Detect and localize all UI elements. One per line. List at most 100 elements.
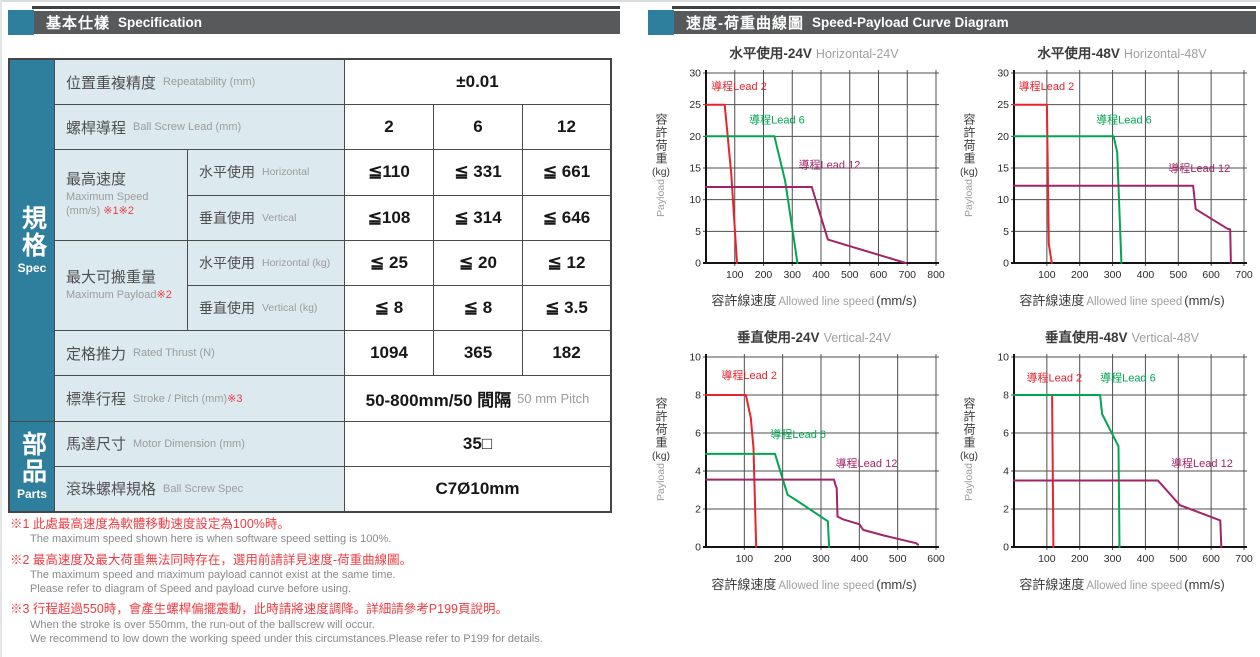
chart-horizontal-48v-plot: 100 200 300 400 500 600 700 0 5 10 15 20 25 30 導程Lead …: [997, 68, 1253, 282]
lead-en: Ball Screw Lead (mm): [133, 121, 242, 134]
svg-text:4: 4: [695, 466, 701, 478]
chart-title-zh: 垂直使用-48V: [1045, 330, 1128, 345]
svg-text:2: 2: [695, 504, 701, 516]
x-axis-label-unit: (mm/s): [876, 577, 917, 592]
lead-value-6mm: 6: [434, 105, 522, 150]
svg-text:8: 8: [695, 390, 701, 402]
max-payload-en-text: Maximum Payload: [66, 288, 157, 301]
x-axis-label-en: Allowed line speed: [778, 580, 875, 592]
x-axis-label-zh: 容許線速度: [1019, 577, 1085, 592]
svg-text:6: 6: [695, 428, 701, 440]
curve--lead-12: [705, 186, 907, 264]
max-speed-zh: 最高速度: [66, 171, 127, 189]
svg-text:100: 100: [726, 269, 744, 281]
svg-text:10: 10: [689, 194, 701, 206]
speed-h-lead6: ≦ 331: [434, 150, 522, 195]
speed-vertical-zh: 垂直使用: [199, 209, 255, 226]
curve--lead-2: [705, 103, 738, 264]
chart-horizontal-48v: 水平使用-48V Horizontal-48V 容許荷重 (kg) Payload 100…: [958, 42, 1256, 310]
payload-v-lead2: ≦ 8: [345, 285, 433, 331]
svg-text:6: 6: [1003, 428, 1009, 440]
speed-payload-charts: 水平使用-24V Horizontal-24V 容許荷重 (kg) Payload 100…: [650, 42, 1256, 594]
chart-vertical-24v-title: 垂直使用-24V Vertical-24V: [680, 326, 948, 347]
max-payload-en: Maximum Payload※2: [66, 288, 172, 302]
curve-label--lead-6: 導程Lead 6: [1096, 113, 1152, 127]
chart-vertical-48v-title: 垂直使用-48V Vertical-48V: [988, 326, 1256, 347]
svg-text:100: 100: [736, 553, 754, 565]
motor-value: 35□: [345, 421, 610, 466]
svg-text:10: 10: [997, 352, 1009, 364]
sidebar-spec-en: Spec: [17, 261, 47, 276]
curve-header-bar: 速度-荷重曲線圖 Speed-Payload Curve Diagram: [674, 11, 1256, 34]
svg-text:200: 200: [755, 269, 773, 281]
x-axis-label-en: Allowed line speed: [1086, 296, 1183, 308]
motor-en: Motor Dimension (mm): [133, 437, 245, 450]
chart-title-en: Horizontal-24V: [815, 47, 899, 61]
x-axis-label: 容許線速度 Allowed line speed (mm/s): [988, 290, 1256, 310]
svg-text:700: 700: [898, 269, 916, 281]
page-edge-top: [0, 0, 1260, 2]
y-axis-label-zh: 容許荷重: [654, 113, 668, 166]
curve-label--lead-12: 導程Lead 12: [799, 158, 861, 172]
svg-text:2: 2: [1003, 504, 1009, 516]
speed-h-lead12: ≦ 661: [523, 150, 610, 195]
svg-text:600: 600: [1202, 553, 1220, 565]
svg-text:600: 600: [870, 269, 888, 281]
curve-label--lead-6: 導程Lead 6: [1100, 371, 1156, 385]
x-axis-label: 容許線速度 Allowed line speed (mm/s): [988, 574, 1256, 594]
chart-title-zh: 水平使用-24V: [729, 46, 812, 61]
curve-label--lead-12: 導程Lead 12: [836, 456, 898, 470]
row-thrust-label: 定格推力 Rated Thrust (N): [55, 331, 344, 376]
y-axis-label: 容許荷重 (kg) Payload: [958, 64, 980, 292]
max-speed-note: ※1※2: [103, 205, 134, 218]
header-topline: [32, 6, 620, 9]
speed-v-lead6: ≦ 314: [434, 195, 522, 240]
curve--lead-6: [705, 452, 831, 548]
svg-text:15: 15: [997, 163, 1009, 175]
curve--lead-12: [1013, 184, 1232, 264]
lead-value-2mm: 2: [345, 105, 433, 150]
y-axis-label-zh: 容許荷重: [962, 113, 976, 166]
svg-text:300: 300: [812, 553, 830, 565]
svg-text:0: 0: [1003, 258, 1009, 270]
spec-header-en: Specification: [118, 15, 203, 30]
svg-text:20: 20: [689, 131, 701, 143]
payload-h-lead6: ≦ 20: [434, 240, 522, 285]
footnote-3-zh: ※3 行程超過550時，會產生螺桿偏擺震動，此時請將速度調降。詳細請參考P199…: [10, 602, 508, 617]
max-payload-zh: 最大可搬重量: [66, 268, 157, 286]
y-axis-label-en: Payload: [655, 179, 667, 217]
chart-horizontal-24v-body: 容許荷重 (kg) Payload 100 200 300 400 500 600 700 800 0…: [650, 64, 948, 292]
stroke-en-wrap: Stroke / Pitch (mm)※3: [133, 392, 242, 405]
svg-text:20: 20: [997, 131, 1009, 143]
svg-text:0: 0: [695, 258, 701, 270]
stroke-value-main: 50-800mm/50 間隔: [365, 390, 512, 410]
footnote-3-en-2: We recommend to low down the working spe…: [30, 632, 543, 645]
y-axis-label-unit: (kg): [959, 166, 979, 179]
svg-text:800: 800: [927, 269, 945, 281]
svg-text:600: 600: [927, 553, 945, 565]
spec-header-bar: 基本仕樣 Specification: [34, 11, 620, 34]
curve--lead-12: [1013, 479, 1223, 548]
curve-label--lead-2: 導程Lead 2: [1019, 79, 1075, 93]
svg-text:5: 5: [695, 226, 701, 238]
x-axis-label-unit: (mm/s): [876, 293, 917, 308]
footnote-3-en-1: When the stroke is over 550mm, the run-o…: [30, 618, 375, 631]
thrust-lead2: 1094: [345, 331, 433, 376]
max-speed-vertical-label: 垂直使用 Vertical: [188, 195, 344, 240]
curve-header-en: Speed-Payload Curve Diagram: [812, 15, 1009, 30]
footnote-2: ※2 最高速度及最大荷重無法同時存在，選用前請詳見速度-荷重曲線圖。 The ma…: [10, 552, 638, 597]
specification-table: 規格 Spec 部品 Parts 位置重複精度 Repeatability (m…: [8, 58, 612, 513]
svg-text:25: 25: [997, 99, 1009, 111]
chart-horizontal-24v-title: 水平使用-24V Horizontal-24V: [680, 42, 948, 63]
speed-v-lead12: ≦ 646: [523, 195, 610, 240]
speed-horizontal-zh: 水平使用: [199, 164, 255, 181]
ballscrew-zh: 滾珠螺桿規格: [66, 481, 157, 499]
row-lead-label: 螺桿導程 Ball Screw Lead (mm): [55, 105, 344, 150]
page-edge-left: [0, 0, 2, 657]
payload-h-lead12: ≦ 12: [523, 240, 610, 285]
ballscrew-value: C7Ø10mm: [345, 466, 610, 511]
svg-text:25: 25: [689, 99, 701, 111]
thrust-zh: 定格推力: [66, 345, 127, 363]
footnote-1-en-1: The maximum speed shown here is when sof…: [30, 533, 392, 546]
stroke-en: Stroke / Pitch (mm): [133, 392, 228, 405]
